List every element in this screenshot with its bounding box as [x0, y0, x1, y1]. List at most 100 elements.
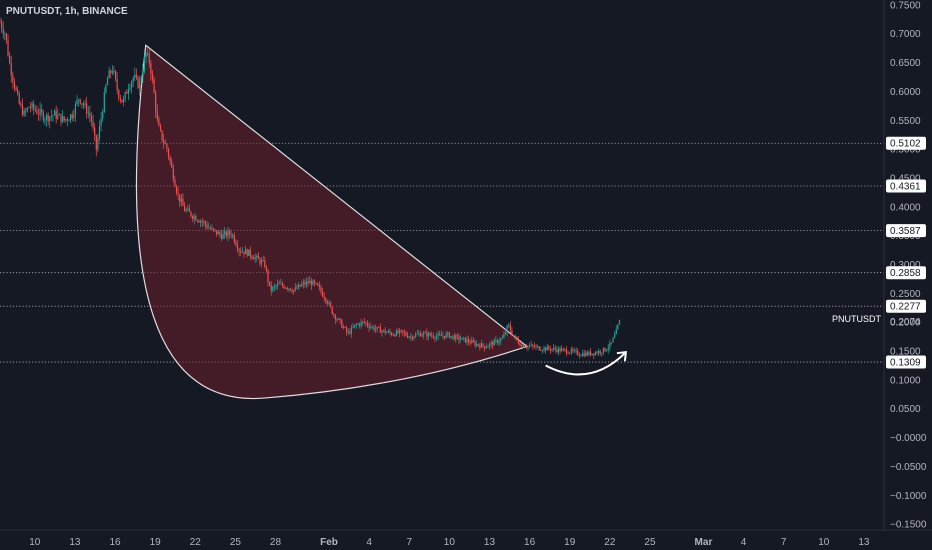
date-tick-label: 7 [406, 537, 412, 548]
candle-body [50, 115, 52, 117]
candle-body [331, 306, 333, 314]
candle-body [74, 103, 77, 115]
candle-body [86, 103, 88, 114]
candle-body [15, 87, 17, 90]
candle-body [281, 283, 284, 286]
candle-body [260, 260, 263, 264]
candle-body [429, 333, 431, 336]
candle-body [301, 284, 303, 287]
candle-body [270, 285, 272, 291]
candle-body [57, 114, 59, 119]
candle-body [546, 346, 548, 351]
candle-body [267, 270, 269, 282]
candle-body [39, 109, 41, 115]
candle-body [524, 347, 526, 349]
candle-body [392, 334, 394, 336]
candle-body [191, 216, 194, 219]
date-tick-label: 16 [524, 537, 536, 548]
candle-body [477, 343, 479, 346]
candle-body [187, 208, 189, 210]
price-tick-label: 0.5500 [890, 116, 921, 127]
date-tick-label: 19 [150, 537, 162, 548]
candle-body [254, 257, 256, 260]
candle-body [130, 81, 133, 88]
candle-body [376, 326, 378, 329]
price-tick-label: 0.6000 [890, 87, 921, 98]
candle-body [541, 350, 544, 352]
price-axis[interactable]: 0.7500 0.7000 0.6500 0.6000 0.5500 0.5000 0.45… [890, 0, 927, 530]
candle-body [164, 142, 166, 145]
candle-body [618, 319, 621, 325]
candle-body [318, 285, 320, 287]
candle-body [129, 87, 131, 90]
candle-body [472, 340, 475, 342]
candle-body [127, 89, 129, 94]
candle-body [13, 81, 16, 88]
candle-body [573, 350, 576, 352]
candle-body [87, 112, 89, 114]
candle-body [384, 329, 386, 333]
candle-body [450, 335, 452, 338]
candle-body [52, 115, 54, 117]
date-tick-label: 25 [230, 537, 242, 548]
candle-body [212, 228, 215, 230]
candle-body [349, 331, 351, 334]
candle-body [485, 347, 487, 349]
price-tick-label: −0.0000 [890, 433, 927, 444]
candle-body [455, 335, 457, 340]
candle-body [272, 286, 274, 291]
candle-body [453, 335, 455, 340]
price-axis-panel[interactable] [884, 0, 932, 530]
candle-body [480, 343, 483, 348]
candle-body [405, 333, 407, 336]
candle-body [126, 92, 128, 94]
candle-body [434, 337, 436, 339]
candle-body [55, 110, 57, 119]
price-tick-label: 0.7500 [890, 0, 921, 11]
price-tick-label: 0.6500 [890, 58, 921, 69]
candle-body [378, 326, 380, 328]
price-tick-label: −0.1500 [890, 520, 927, 531]
candle-body [498, 341, 500, 343]
candle-body [564, 348, 566, 350]
date-tick-label: 13 [69, 537, 81, 548]
candle-body [246, 249, 248, 256]
level-label-box [886, 355, 926, 369]
candle-body [399, 330, 401, 334]
candle-body [291, 290, 293, 292]
date-tick-label: 7 [781, 537, 787, 548]
date-tick-label: 10 [818, 537, 830, 548]
candle-body [71, 114, 73, 119]
level-label-box [886, 136, 926, 150]
candle-body [124, 92, 126, 99]
candle-body [167, 148, 170, 157]
candle-body [535, 346, 537, 348]
candle-body [476, 343, 478, 346]
level-label: 0.3587 [890, 226, 921, 237]
candle-body [21, 105, 24, 115]
candle-body [464, 337, 467, 343]
candle-body [44, 119, 46, 121]
candle-body [265, 266, 268, 271]
breakout-arrow [545, 351, 628, 376]
candle-body [79, 99, 81, 104]
candle-body [273, 286, 276, 287]
candle-body [511, 330, 513, 336]
candle-body [139, 80, 141, 88]
candle-body [559, 348, 561, 352]
date-tick-label: 22 [604, 537, 616, 548]
candle-body [241, 251, 243, 253]
candle-body [468, 339, 470, 343]
time-axis[interactable]: 10 13 16 19 22 25 28 Feb 4 7 10 13 16 19 22 25 Mar 4 7 10 13 [29, 537, 870, 548]
price-tick-label: 0.0500 [890, 404, 921, 415]
candle-body [201, 221, 203, 222]
candle-body [329, 302, 332, 307]
candle-body [156, 110, 158, 120]
candle-body [2, 28, 4, 34]
level-label: 0.5102 [890, 139, 921, 150]
candle-body [519, 343, 521, 347]
candle-body [155, 92, 157, 111]
candle-body [217, 232, 219, 235]
candle-body [554, 347, 556, 350]
